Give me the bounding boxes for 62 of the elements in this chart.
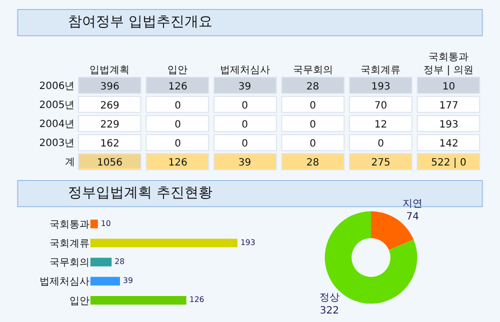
- data-label: 177: [439, 100, 458, 112]
- data-label: 269: [100, 100, 120, 112]
- data-label: 142: [439, 138, 458, 150]
- y-tick-label: 입안: [69, 296, 90, 307]
- x-tick-label: 입안: [167, 64, 188, 76]
- data-label: 12: [374, 119, 388, 130]
- x-tick-label: 국회통과 정부 | 의원: [424, 52, 474, 76]
- y-tick-label: 국무회의: [49, 258, 90, 269]
- bar: [90, 276, 120, 286]
- y-tick-label: 2003년: [39, 138, 75, 150]
- data-label: 28: [114, 257, 125, 266]
- data-label: 0: [310, 100, 316, 112]
- data-label: 1056: [97, 157, 122, 168]
- data-label: 10: [100, 218, 111, 228]
- data-label: 126: [168, 157, 188, 168]
- x-tick-label: 국무회의: [292, 64, 333, 76]
- y-tick-label: 2005년: [39, 100, 75, 111]
- y-tick-label: 국회통과: [49, 219, 90, 230]
- data-label: 0: [378, 138, 384, 150]
- data-label: 0: [242, 100, 248, 112]
- data-label: 162: [100, 138, 120, 150]
- bar: [90, 238, 238, 248]
- data-label: 0: [174, 119, 181, 130]
- data-label: 229: [100, 119, 120, 130]
- data-label: 0: [310, 138, 316, 150]
- slice-label: 정상: [319, 292, 340, 304]
- data-label: 0: [174, 138, 181, 150]
- y-tick-label: 2004년: [39, 119, 75, 130]
- x-tick-label: 입법계획: [90, 64, 130, 76]
- data-label: 193: [371, 81, 390, 92]
- bar: [90, 258, 112, 266]
- data-label: 275: [371, 157, 390, 168]
- data-label: 10: [442, 81, 456, 92]
- data-label: 39: [123, 276, 133, 286]
- data-label: 0: [242, 119, 248, 130]
- x-tick-label: 국회계류: [360, 64, 401, 76]
- data-label: 193: [439, 119, 458, 130]
- data-label: 0: [310, 119, 316, 130]
- x-tick-label: 법제처심사: [220, 64, 270, 76]
- data-label: 28: [306, 157, 320, 168]
- y-tick-label: 2006년: [39, 80, 75, 92]
- chart-title: 참여정부 입법추진개요: [68, 14, 212, 30]
- data-label: 126: [189, 295, 204, 304]
- bar: [90, 220, 98, 228]
- data-label: 322: [320, 305, 339, 316]
- data-label: 39: [238, 81, 252, 92]
- y-tick-label: 국회계류: [49, 238, 90, 250]
- data-label: 28: [306, 81, 320, 92]
- data-label: 70: [374, 100, 388, 112]
- data-label: 0: [174, 100, 181, 112]
- bar: [90, 296, 186, 305]
- data-label: 193: [240, 238, 256, 247]
- y-tick-label: 법제처심사: [39, 276, 90, 288]
- data-label: 39: [238, 157, 252, 168]
- data-label: 126: [168, 81, 188, 92]
- data-label: 396: [100, 81, 120, 92]
- text: 522 | 0: [431, 157, 466, 168]
- data-label: 0: [242, 138, 248, 150]
- y-tick-label: 계: [64, 157, 75, 168]
- slice-label: 지연: [402, 198, 423, 210]
- chart-title: 정부입법계획 추진현황: [68, 185, 212, 201]
- data-label: 74: [406, 212, 419, 223]
